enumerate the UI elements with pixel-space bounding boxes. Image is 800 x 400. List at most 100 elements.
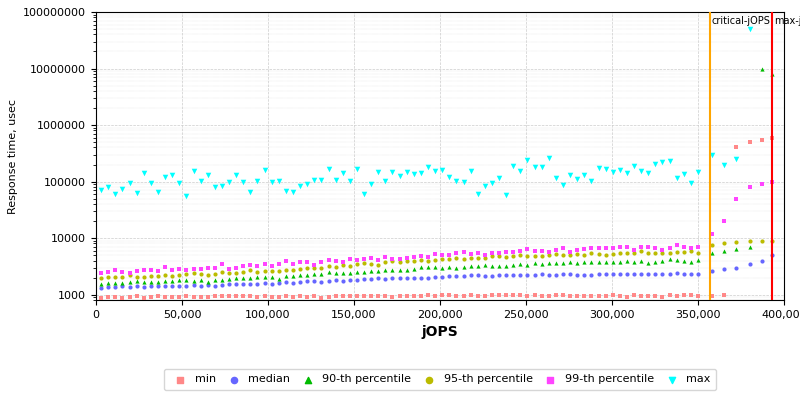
Point bbox=[365, 268, 378, 274]
Point bbox=[215, 292, 228, 299]
Point bbox=[464, 254, 477, 261]
Point bbox=[743, 238, 756, 244]
Point bbox=[500, 248, 513, 255]
Point bbox=[450, 255, 463, 261]
Point bbox=[272, 267, 285, 274]
Point bbox=[670, 174, 683, 181]
Point bbox=[706, 292, 718, 299]
Point bbox=[130, 267, 143, 274]
Point bbox=[358, 269, 370, 276]
Point bbox=[493, 292, 506, 298]
Point bbox=[422, 164, 434, 170]
Point bbox=[350, 257, 363, 263]
Point bbox=[663, 256, 676, 263]
Point bbox=[322, 269, 335, 275]
Point bbox=[365, 293, 378, 300]
Point bbox=[222, 266, 235, 272]
Point bbox=[358, 190, 370, 197]
Point bbox=[542, 260, 555, 266]
Point bbox=[599, 252, 612, 258]
Point bbox=[215, 269, 228, 275]
Point bbox=[202, 278, 214, 285]
Point bbox=[372, 256, 385, 263]
Point bbox=[471, 254, 484, 261]
Point bbox=[542, 293, 555, 300]
Point bbox=[386, 266, 399, 273]
Point bbox=[429, 251, 442, 258]
Point bbox=[621, 250, 634, 256]
Point bbox=[266, 294, 278, 300]
Point bbox=[272, 178, 285, 184]
Point bbox=[718, 291, 730, 298]
Point bbox=[614, 250, 626, 256]
Point bbox=[209, 277, 222, 283]
Point bbox=[244, 262, 257, 268]
Point bbox=[528, 260, 541, 266]
Point bbox=[585, 250, 598, 257]
Point bbox=[564, 248, 577, 255]
Point bbox=[564, 292, 577, 299]
Point bbox=[606, 292, 619, 298]
Point bbox=[478, 252, 491, 258]
Point bbox=[244, 293, 257, 299]
Point bbox=[628, 163, 641, 169]
Point bbox=[443, 174, 456, 180]
Point bbox=[743, 26, 756, 32]
Point bbox=[606, 271, 619, 278]
Point bbox=[400, 168, 413, 175]
Point bbox=[692, 271, 705, 277]
Point bbox=[116, 283, 129, 289]
Point bbox=[116, 280, 129, 286]
Point bbox=[443, 292, 456, 298]
Point bbox=[464, 250, 477, 257]
Point bbox=[123, 270, 136, 276]
Point bbox=[521, 253, 534, 259]
Point bbox=[279, 258, 292, 265]
Point bbox=[663, 292, 676, 298]
Point bbox=[642, 271, 654, 277]
Point bbox=[692, 250, 705, 256]
Point bbox=[585, 177, 598, 184]
Point bbox=[514, 292, 526, 298]
Point bbox=[685, 292, 698, 298]
Point bbox=[528, 272, 541, 278]
Point bbox=[336, 259, 349, 265]
Point bbox=[294, 279, 306, 285]
Point bbox=[614, 244, 626, 250]
Point bbox=[599, 166, 612, 172]
Point bbox=[564, 172, 577, 178]
Point bbox=[550, 251, 562, 258]
Point bbox=[294, 183, 306, 190]
Point bbox=[330, 270, 342, 276]
Point bbox=[336, 262, 349, 268]
Point bbox=[486, 292, 498, 298]
Point bbox=[308, 293, 321, 300]
Point bbox=[393, 256, 406, 262]
Point bbox=[670, 241, 683, 248]
Point bbox=[166, 282, 178, 289]
Point bbox=[180, 271, 193, 278]
Point bbox=[414, 257, 427, 263]
Point bbox=[443, 252, 456, 259]
Point bbox=[158, 294, 171, 300]
Point bbox=[507, 262, 520, 268]
Point bbox=[222, 179, 235, 186]
Point bbox=[592, 251, 605, 257]
Point bbox=[187, 294, 200, 300]
Point bbox=[642, 244, 654, 250]
Text: max-jOPS: max-jOPS bbox=[774, 16, 800, 26]
Point bbox=[766, 178, 778, 185]
Point bbox=[308, 262, 321, 268]
Point bbox=[379, 267, 392, 273]
Point bbox=[258, 274, 271, 280]
Point bbox=[279, 279, 292, 285]
Point bbox=[315, 278, 328, 285]
Point bbox=[330, 277, 342, 283]
Point bbox=[343, 263, 356, 269]
Point bbox=[692, 244, 705, 250]
Point bbox=[486, 253, 498, 260]
Point bbox=[692, 257, 705, 263]
Point bbox=[678, 292, 690, 298]
Point bbox=[706, 268, 718, 274]
Point bbox=[315, 265, 328, 271]
